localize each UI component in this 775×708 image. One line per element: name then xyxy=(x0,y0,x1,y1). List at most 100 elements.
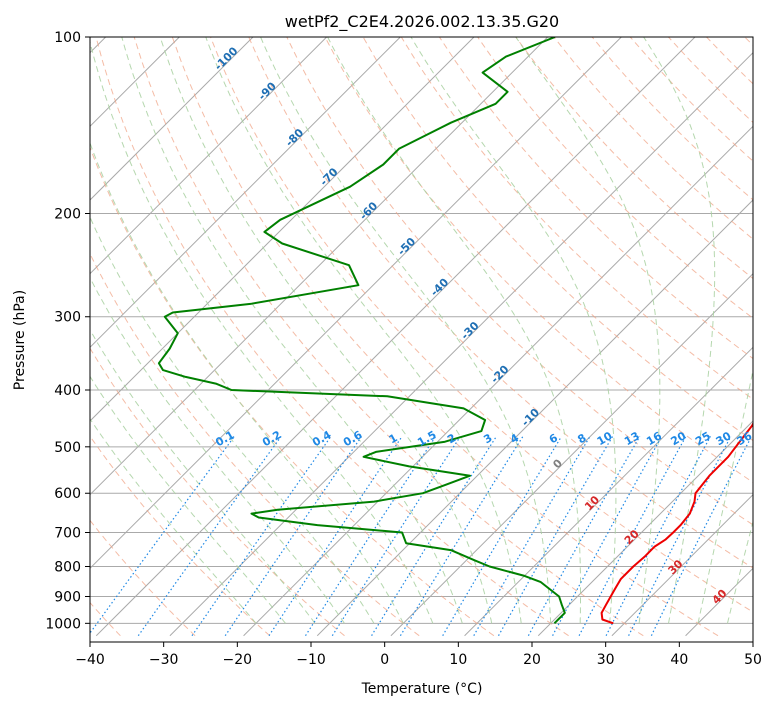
isotherm-line xyxy=(90,37,475,422)
moist-adiabat-line xyxy=(515,37,661,624)
temperature-profile-line xyxy=(600,421,753,625)
isotherm-label: 10 xyxy=(582,493,602,513)
mixing-ratio-label: 1 xyxy=(387,431,400,446)
dry-adiabat-label: -40 xyxy=(428,276,451,299)
y-tick-label: 600 xyxy=(54,486,81,502)
mixing-ratio-line xyxy=(399,436,524,637)
isotherm-label: 40 xyxy=(710,587,730,607)
mixing-ratio-label: 10 xyxy=(595,429,615,448)
moist-adiabat-line xyxy=(90,418,257,624)
dry-adiabat-line xyxy=(90,435,271,637)
dry-adiabat-label: -70 xyxy=(317,165,340,188)
dry-adiabat-label: -50 xyxy=(395,235,418,258)
dry-adiabat-line xyxy=(90,252,420,637)
moist-adiabat-line xyxy=(260,37,552,624)
moist-adiabat-line xyxy=(159,37,493,624)
isotherm-line xyxy=(685,567,753,637)
dry-adiabat-label: -20 xyxy=(488,363,511,386)
dry-adiabat-line xyxy=(324,37,753,483)
x-tick-label: −40 xyxy=(75,652,105,668)
y-axis: 100 200 300 400 500 600 700 800 900 1000 xyxy=(45,30,90,632)
x-tick-label: −10 xyxy=(296,652,326,668)
mixing-ratio-label: 30 xyxy=(714,429,734,448)
moist-adiabat-line xyxy=(327,37,581,624)
moist-adiabat-line xyxy=(121,37,463,624)
dry-adiabat-label: -10 xyxy=(519,406,542,429)
mixing-ratio-line xyxy=(552,436,663,636)
moist-adiabat-line xyxy=(205,37,522,624)
y-axis-title: Pressure (hPa) xyxy=(12,290,28,390)
moist-adiabat-line xyxy=(90,39,434,624)
x-tick-label: 40 xyxy=(670,652,688,668)
mixing-ratio-line xyxy=(473,436,591,636)
mixing-ratio-line xyxy=(605,436,712,636)
dry-adiabat-line xyxy=(438,37,753,360)
mixing-ratio-line xyxy=(137,436,282,637)
dry-adiabat-line xyxy=(591,37,753,201)
mixing-ratio-label: 0.6 xyxy=(341,428,365,449)
isotherm-line xyxy=(464,346,753,637)
mixing-ratio-label: 0.2 xyxy=(260,428,283,449)
dry-adiabat-line xyxy=(668,37,753,124)
dry-adiabat-line xyxy=(210,37,753,613)
mixing-ratio-label: 6 xyxy=(547,431,560,446)
mixing-ratio-label: 0.1 xyxy=(213,428,236,449)
mixing-ratio-line xyxy=(224,436,363,637)
mixing-ratio-label: 8 xyxy=(575,431,588,446)
y-tick-label: 400 xyxy=(54,383,81,399)
moist-adiabat-line xyxy=(697,368,753,624)
mixing-ratio-label: 3 xyxy=(481,431,494,446)
mixing-ratio-line xyxy=(497,436,614,637)
moist-adiabat-line xyxy=(90,375,286,624)
dry-adiabat-label: -100 xyxy=(212,44,241,73)
isotherm-line xyxy=(90,37,254,201)
mixing-ratio-line xyxy=(650,436,753,636)
x-tick-label: 20 xyxy=(523,652,541,668)
x-tick-label: 0 xyxy=(380,652,389,668)
y-tick-label: 300 xyxy=(54,310,81,326)
dry-adiabat-label: -90 xyxy=(256,79,279,102)
dry-adiabat-line xyxy=(133,37,644,637)
mixing-ratio-label: 25 xyxy=(693,429,713,448)
isotherm-line xyxy=(611,493,753,637)
dry-adiabat-line xyxy=(171,37,719,637)
isotherm-line xyxy=(759,37,775,636)
isotherm-label: 20 xyxy=(622,527,642,547)
isotherm-line xyxy=(390,272,753,637)
isotherm-line xyxy=(243,125,753,637)
mixing-ratio-line xyxy=(305,436,437,637)
moist-adiabat-line xyxy=(90,216,375,624)
moist-adiabat-line xyxy=(90,328,316,624)
isotherm-line xyxy=(90,37,622,570)
x-tick-label: −20 xyxy=(223,652,253,668)
dry-adiabat-label: -80 xyxy=(283,126,306,149)
dewpoint-profile-line xyxy=(157,37,566,625)
mixing-ratio-label: 20 xyxy=(668,429,688,448)
dry-adiabat-line xyxy=(95,37,569,637)
isotherm-line xyxy=(90,37,401,349)
mixing-ratio-label: 13 xyxy=(622,429,642,448)
y-tick-label: 900 xyxy=(54,589,81,605)
dry-adiabat-label: -60 xyxy=(357,199,380,222)
isotherm-line xyxy=(537,420,753,637)
y-tick-label: 500 xyxy=(54,440,81,456)
moist-adiabat-line xyxy=(90,276,345,624)
dry-adiabat-line xyxy=(744,37,753,46)
dry-adiabat-line xyxy=(90,347,345,637)
y-tick-label: 100 xyxy=(54,30,81,46)
mixing-ratio-line xyxy=(268,436,403,637)
mixing-ratio-label: 16 xyxy=(644,429,664,448)
chart-title: wetPf2_C2E4.2026.002.13.35.G20 xyxy=(285,12,559,32)
y-tick-label: 800 xyxy=(54,560,81,576)
x-axis: −40 −30 −20 −10 0 10 20 30 40 50 xyxy=(75,642,762,668)
mixing-ratio-line xyxy=(191,436,332,637)
isotherm-line xyxy=(95,37,696,637)
dry-adiabat-line xyxy=(248,37,753,569)
y-tick-label: 700 xyxy=(54,525,81,541)
dry-adiabat-line xyxy=(553,37,753,240)
isotherm-line xyxy=(169,51,753,637)
y-tick-label: 1000 xyxy=(45,616,81,632)
y-tick-label: 200 xyxy=(54,207,81,223)
moist-adiabat-line xyxy=(643,37,716,624)
